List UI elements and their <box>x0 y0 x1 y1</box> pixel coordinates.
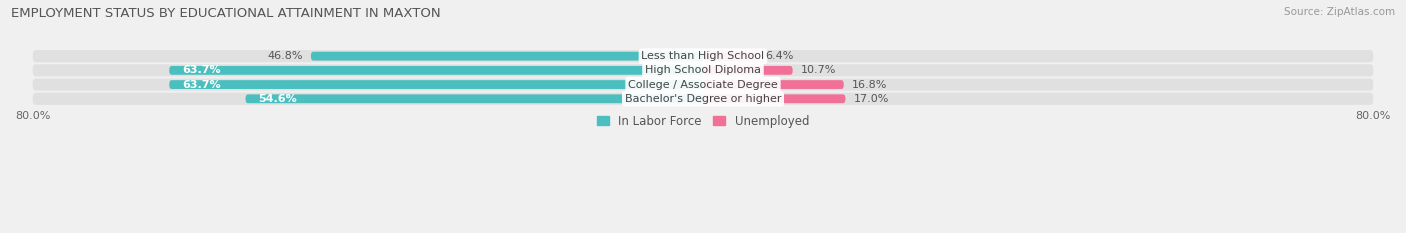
Text: 10.7%: 10.7% <box>801 65 837 75</box>
FancyBboxPatch shape <box>703 94 845 103</box>
Text: Source: ZipAtlas.com: Source: ZipAtlas.com <box>1284 7 1395 17</box>
Legend: In Labor Force, Unemployed: In Labor Force, Unemployed <box>592 110 814 132</box>
Text: 63.7%: 63.7% <box>181 65 221 75</box>
Text: EMPLOYMENT STATUS BY EDUCATIONAL ATTAINMENT IN MAXTON: EMPLOYMENT STATUS BY EDUCATIONAL ATTAINM… <box>11 7 441 20</box>
Text: 54.6%: 54.6% <box>259 94 297 104</box>
FancyBboxPatch shape <box>169 66 703 75</box>
FancyBboxPatch shape <box>703 52 756 61</box>
Text: 63.7%: 63.7% <box>181 80 221 89</box>
FancyBboxPatch shape <box>703 80 844 89</box>
FancyBboxPatch shape <box>311 52 703 61</box>
FancyBboxPatch shape <box>32 79 1374 91</box>
FancyBboxPatch shape <box>246 94 703 103</box>
Text: 46.8%: 46.8% <box>267 51 302 61</box>
FancyBboxPatch shape <box>32 50 1374 62</box>
FancyBboxPatch shape <box>32 64 1374 76</box>
Text: Less than High School: Less than High School <box>641 51 765 61</box>
FancyBboxPatch shape <box>32 93 1374 105</box>
Text: 16.8%: 16.8% <box>852 80 887 89</box>
FancyBboxPatch shape <box>169 80 703 89</box>
FancyBboxPatch shape <box>703 66 793 75</box>
Text: 6.4%: 6.4% <box>765 51 793 61</box>
Text: 17.0%: 17.0% <box>853 94 889 104</box>
Text: Bachelor's Degree or higher: Bachelor's Degree or higher <box>624 94 782 104</box>
Text: High School Diploma: High School Diploma <box>645 65 761 75</box>
Text: College / Associate Degree: College / Associate Degree <box>628 80 778 89</box>
